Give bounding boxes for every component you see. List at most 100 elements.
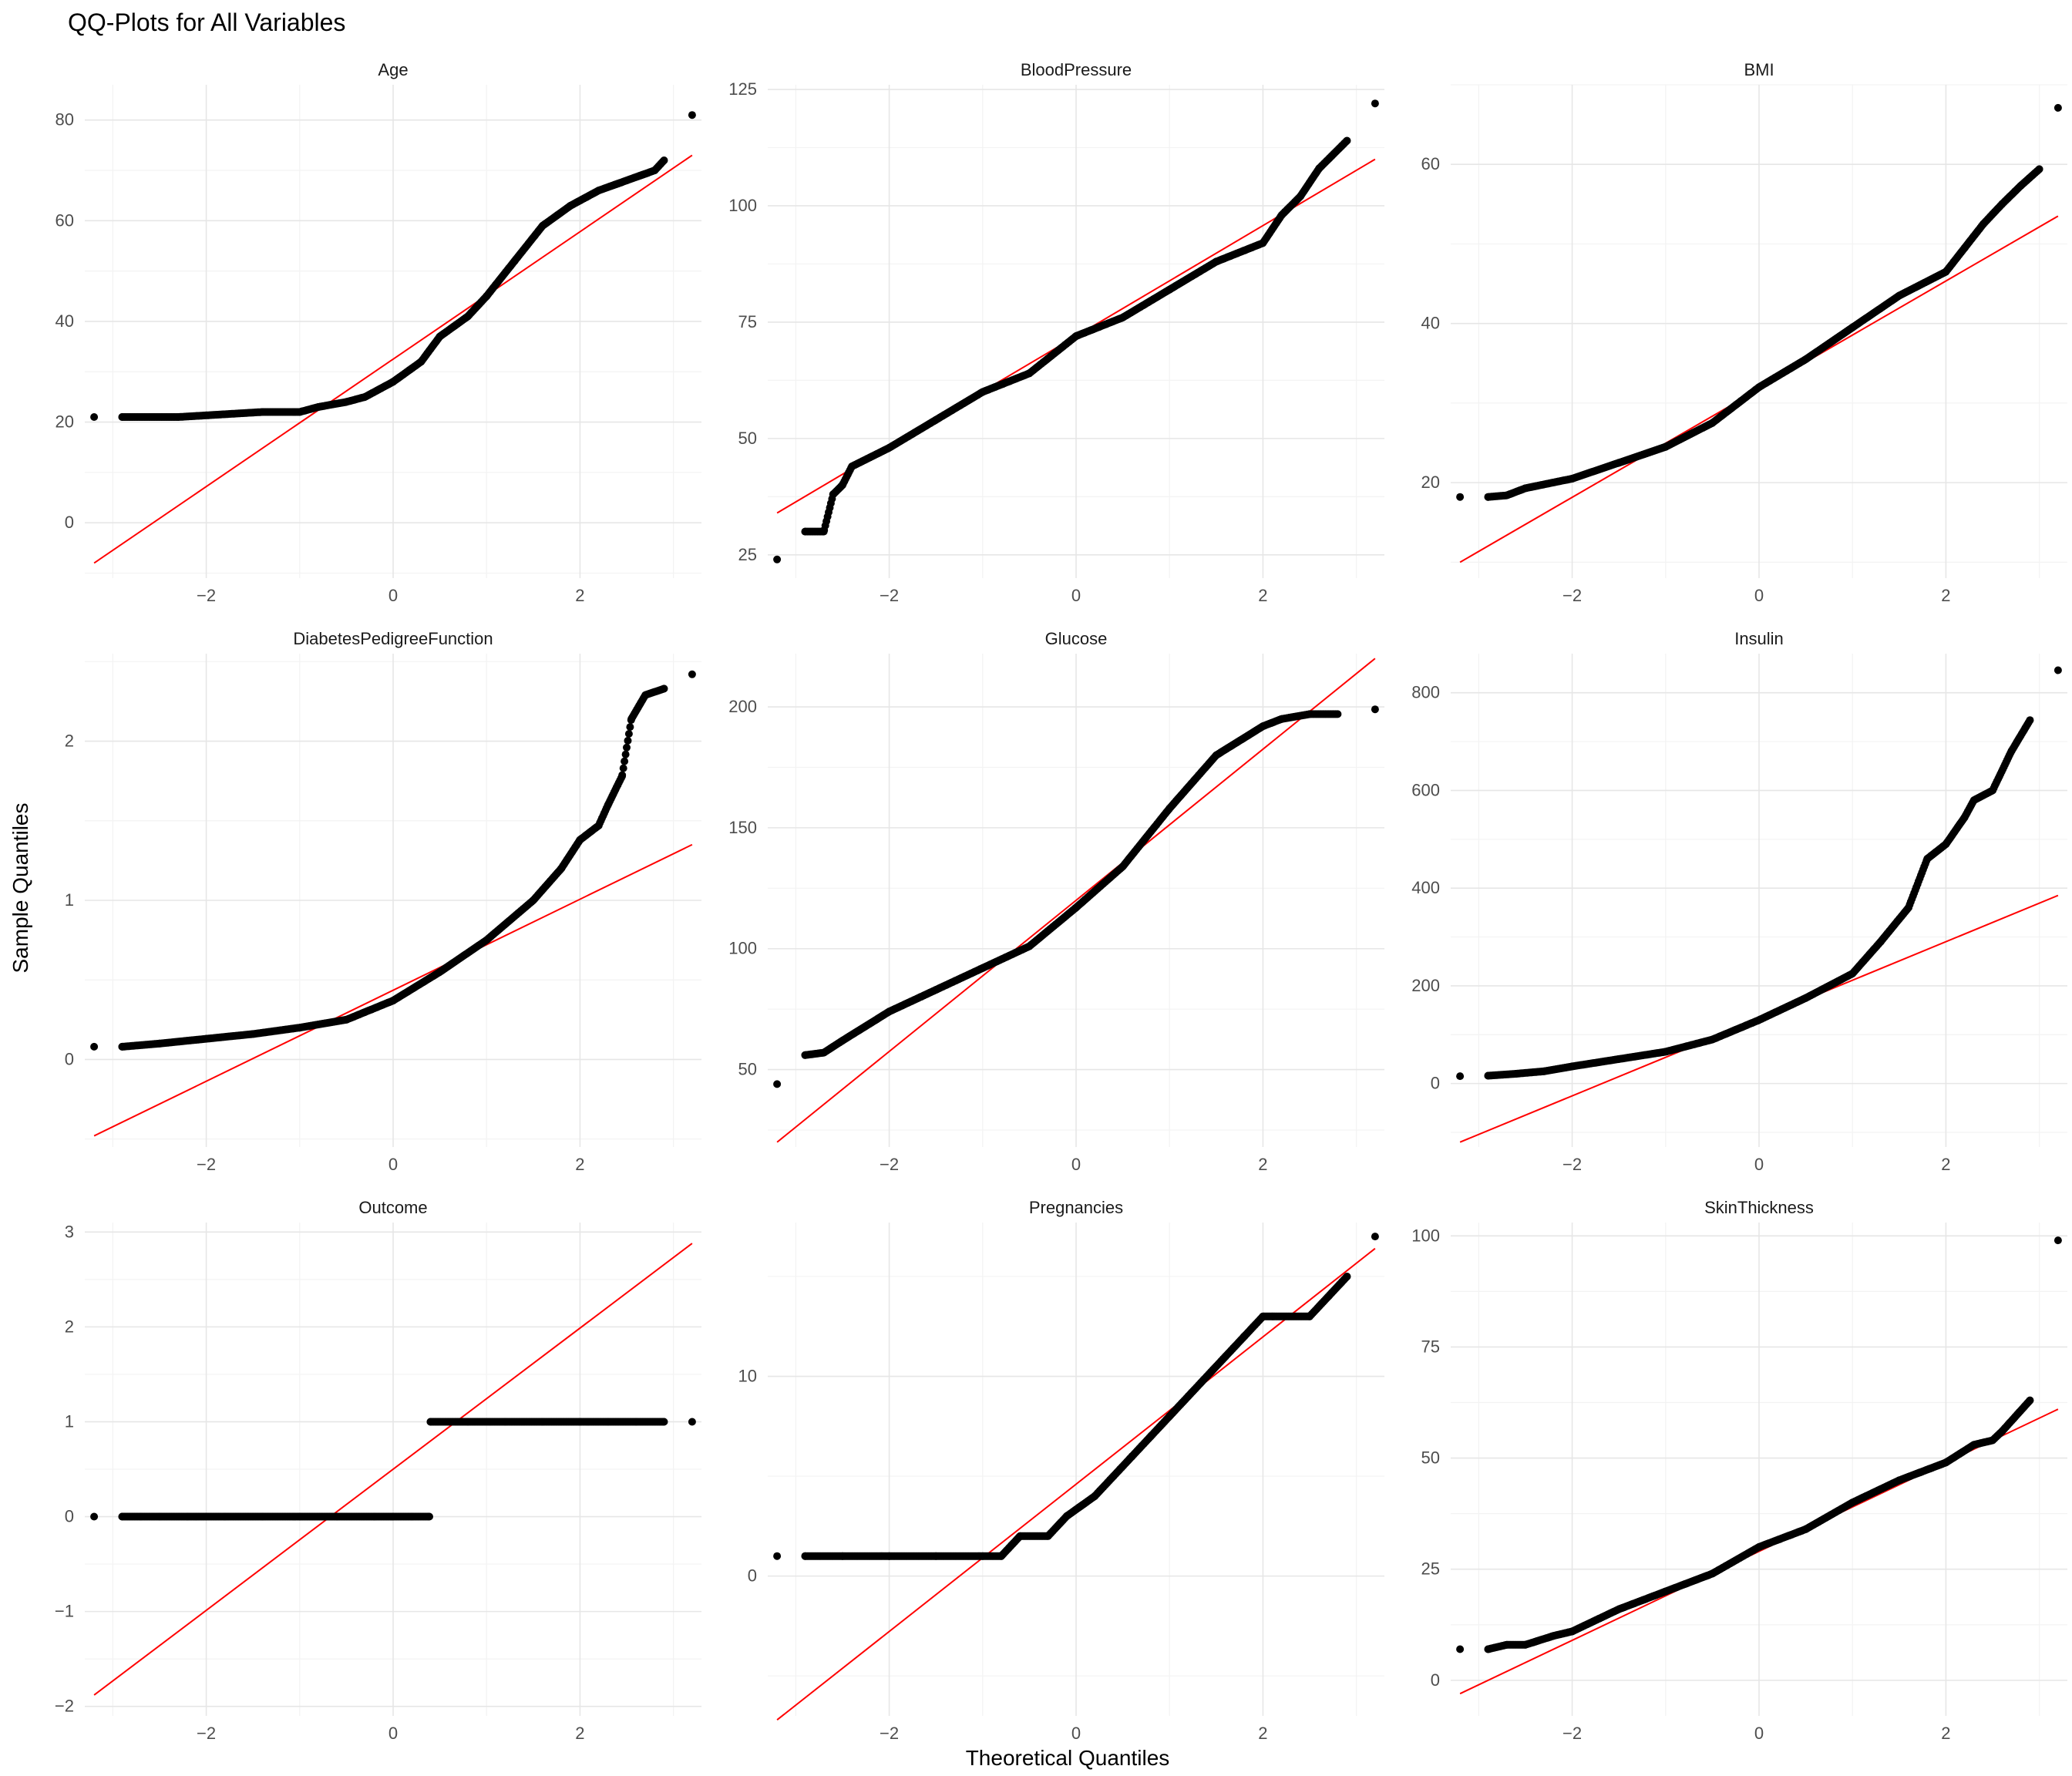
facet-title-pregnancies: Pregnancies (1029, 1198, 1123, 1217)
y-tick-label: 100 (1411, 1226, 1440, 1245)
y-tick-label: 40 (1421, 314, 1440, 333)
sample-point (1456, 1072, 1465, 1081)
y-tick-label: 1 (65, 1411, 74, 1431)
sample-point (90, 413, 99, 421)
sample-point (773, 1080, 782, 1088)
y-tick-label: 0 (65, 1049, 74, 1068)
sample-point (660, 684, 668, 693)
y-tick-label: 0 (65, 1507, 74, 1526)
facet-title-insulin: Insulin (1734, 629, 1784, 648)
y-axis-title: Sample Quantiles (8, 802, 32, 973)
y-tick-label: 125 (728, 79, 757, 99)
x-tick-label: 0 (1754, 1724, 1764, 1743)
y-tick-label: 50 (738, 429, 757, 448)
quantile-points (1456, 666, 2062, 1081)
facet-title-age: Age (378, 60, 408, 79)
facet-title-diabetes-pedigree-function: DiabetesPedigreeFunction (293, 629, 493, 648)
x-axis-title: Theoretical Quantiles (966, 1746, 1170, 1770)
y-tick-label: 2 (65, 732, 74, 751)
sample-point (2026, 717, 2033, 725)
sample-point (2054, 103, 2062, 112)
y-tick-label: 20 (1421, 473, 1440, 492)
x-tick-label: −2 (880, 586, 899, 605)
y-tick-label: 75 (738, 312, 757, 331)
y-tick-label: 3 (65, 1222, 74, 1241)
x-tick-label: 0 (1071, 586, 1081, 605)
quantile-points (773, 99, 1379, 563)
sample-point (621, 757, 629, 765)
quantile-points (1456, 103, 2062, 501)
y-tick-label: 10 (738, 1367, 757, 1386)
y-tick-label: 0 (748, 1566, 757, 1586)
sample-point (1371, 1233, 1379, 1241)
quantile-points (90, 111, 696, 421)
quantile-points (773, 705, 1379, 1088)
x-tick-label: −2 (197, 1724, 216, 1743)
sample-point (624, 730, 633, 738)
sample-point (619, 764, 627, 772)
sample-point (90, 1512, 99, 1521)
x-tick-label: 0 (1754, 586, 1764, 605)
y-tick-label: 2 (65, 1317, 74, 1336)
sample-point (623, 743, 631, 752)
y-tick-label: 0 (65, 513, 74, 532)
y-tick-label: 150 (728, 818, 757, 837)
x-tick-label: 2 (1941, 1155, 1950, 1174)
sample-point (2054, 1236, 2062, 1245)
sample-point (1456, 1645, 1465, 1653)
y-tick-label: 50 (738, 1060, 757, 1079)
y-tick-label: 100 (728, 939, 757, 958)
y-tick-label: 600 (1411, 780, 1440, 799)
sample-point (660, 1418, 668, 1426)
y-tick-label: 40 (56, 311, 74, 331)
y-tick-label: 1 (65, 890, 74, 910)
x-tick-label: −2 (1562, 586, 1582, 605)
y-tick-label: 100 (728, 196, 757, 215)
y-tick-label: 0 (1431, 1074, 1440, 1093)
reference-line (776, 658, 1376, 1143)
x-tick-label: 0 (388, 1155, 398, 1174)
sample-point (773, 555, 782, 563)
y-tick-label: 50 (1421, 1448, 1440, 1468)
y-tick-label: 75 (1421, 1337, 1440, 1356)
x-tick-label: 2 (1941, 1724, 1950, 1743)
x-tick-label: 0 (1071, 1724, 1081, 1743)
x-tick-label: 2 (1258, 1724, 1267, 1743)
sample-point (773, 1552, 782, 1560)
quantile-points (90, 1418, 696, 1521)
facet-title-glucose: Glucose (1045, 629, 1108, 648)
sample-point (426, 1512, 433, 1521)
x-tick-label: 2 (1258, 1155, 1267, 1174)
sample-point (624, 736, 632, 745)
y-tick-label: 400 (1411, 878, 1440, 897)
figure-title: QQ-Plots for All Variables (68, 8, 345, 36)
x-tick-label: −2 (1562, 1724, 1582, 1743)
sample-point (90, 1042, 99, 1051)
sample-point (2034, 166, 2043, 174)
x-tick-label: 2 (575, 1155, 584, 1174)
sample-point (1456, 493, 1465, 501)
x-tick-label: 0 (388, 586, 398, 605)
x-tick-label: 2 (1941, 586, 1950, 605)
facet-title-outcome: Outcome (358, 1198, 427, 1217)
sample-point (1332, 710, 1340, 718)
sample-point (688, 111, 696, 119)
x-tick-label: −2 (880, 1724, 899, 1743)
y-tick-label: 200 (1411, 976, 1440, 995)
x-tick-label: 2 (575, 1724, 584, 1743)
y-tick-label: 20 (56, 412, 74, 432)
y-tick-label: 25 (738, 545, 757, 564)
y-tick-label: 60 (1421, 154, 1440, 173)
x-tick-label: 0 (1071, 1155, 1081, 1174)
sample-point (2026, 1397, 2033, 1405)
x-tick-label: −2 (1562, 1155, 1582, 1174)
sample-point (618, 771, 627, 779)
